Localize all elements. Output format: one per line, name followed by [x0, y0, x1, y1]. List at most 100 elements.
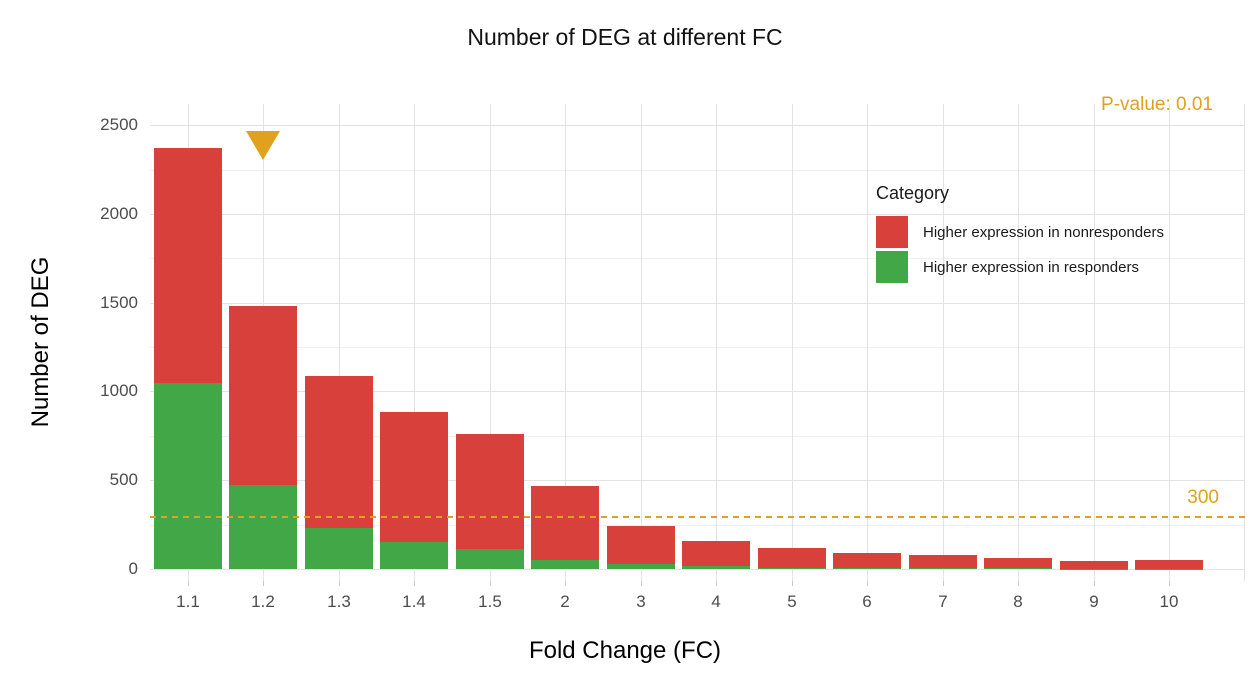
bar-segment-responders: [833, 567, 901, 569]
pvalue-annotation: P-value: 0.01: [1101, 94, 1213, 115]
legend: Category Higher expression in nonrespond…: [876, 183, 1164, 286]
gridline-minor-h: [150, 435, 1245, 437]
plot-panel: [150, 104, 1245, 581]
gridline-major-v: [338, 104, 340, 581]
x-tick-mark: [867, 581, 868, 586]
legend-swatch-red: [876, 216, 908, 248]
bar-segment-responders: [758, 567, 826, 569]
x-axis-title: Fold Change (FC): [528, 637, 722, 664]
bar-segment-responders: [229, 484, 297, 569]
bar-segment-nonresponders: [607, 526, 675, 565]
gridline-minor-h: [150, 347, 1245, 349]
y-tick-label: 500: [109, 470, 138, 490]
x-tick-label: 7: [938, 592, 948, 611]
x-tick-label: 6: [862, 592, 872, 611]
gridline-minor-h: [150, 169, 1245, 171]
y-axis-title: Number of DEG: [27, 256, 54, 428]
bar-segment-responders: [984, 568, 1052, 569]
legend-item-nonresponders: Higher expression in nonresponders: [876, 216, 1164, 248]
y-tick-label: 2000: [100, 204, 138, 224]
bar-segment-responders: [154, 382, 222, 569]
gridline-major-v: [716, 104, 718, 581]
x-tick-label: 9: [1089, 592, 1099, 611]
bar-segment-responders: [456, 548, 524, 569]
x-tick-label: 1.4: [402, 592, 426, 611]
bar-segment-nonresponders: [1135, 560, 1203, 569]
x-tick-mark: [490, 581, 491, 586]
x-tick-mark: [1169, 581, 1170, 586]
x-tick-mark: [1018, 581, 1019, 586]
bar-segment-nonresponders: [833, 552, 901, 568]
x-tick-label: 5: [787, 592, 797, 611]
gridline-major-v: [1018, 104, 1020, 581]
bar-segment-nonresponders: [154, 148, 222, 383]
gridline-major-h: [150, 125, 1245, 127]
gridline-major-v: [942, 104, 944, 581]
y-tick-label: 1000: [100, 381, 138, 401]
bar-segment-nonresponders: [682, 540, 750, 567]
pvalue-threshold-line: [150, 516, 1245, 518]
bar-segment-nonresponders: [758, 547, 826, 568]
gridline-major-h: [150, 568, 1245, 570]
bar-segment-nonresponders: [531, 486, 599, 561]
y-tick-label: 0: [128, 558, 138, 578]
x-tick-label: 1.1: [176, 592, 200, 611]
chart-title: Number of DEG at different FC: [467, 24, 783, 50]
x-tick-label: 1.3: [327, 592, 351, 611]
fc-marker-triangle-icon: [246, 131, 280, 160]
x-tick-mark: [339, 581, 340, 586]
x-tick-label: 8: [1013, 592, 1023, 611]
y-tick-label: 2500: [100, 115, 138, 135]
legend-swatch-green: [876, 251, 908, 283]
x-tick-mark: [565, 581, 566, 586]
x-tick-mark: [414, 581, 415, 586]
gridline-major-v: [791, 104, 793, 581]
bar-segment-nonresponders: [305, 376, 373, 529]
legend-label: Higher expression in nonresponders: [923, 223, 1164, 241]
gridline-major-v: [640, 104, 642, 581]
gridline-major-v: [414, 104, 416, 581]
x-tick-label: 1.5: [478, 592, 502, 611]
x-tick-label: 1.2: [251, 592, 275, 611]
gridline-major-v: [1093, 104, 1095, 581]
bar-segment-responders: [531, 560, 599, 569]
gridline-major-v: [1169, 104, 1171, 581]
threshold-line-label: 300: [1187, 487, 1219, 508]
x-tick-mark: [1094, 581, 1095, 586]
gridline-major-v: [867, 104, 869, 581]
gridline-major-h: [150, 480, 1245, 482]
bar-segment-responders: [305, 528, 373, 569]
x-tick-mark: [716, 581, 717, 586]
legend-label: Higher expression in responders: [923, 258, 1139, 276]
bar-segment-nonresponders: [909, 555, 977, 569]
x-tick-mark: [792, 581, 793, 586]
panel-right-edge-line: [1244, 104, 1245, 581]
bar-segment-nonresponders: [1060, 560, 1128, 569]
x-tick-mark: [263, 581, 264, 586]
bar-segment-responders: [607, 564, 675, 569]
x-tick-label: 3: [636, 592, 646, 611]
legend-item-responders: Higher expression in responders: [876, 251, 1164, 283]
x-tick-mark: [641, 581, 642, 586]
x-tick-label: 2: [560, 592, 570, 611]
bar-segment-responders: [909, 568, 977, 569]
x-tick-mark: [188, 581, 189, 586]
gridline-major-h: [150, 302, 1245, 304]
x-tick-mark: [943, 581, 944, 586]
legend-title: Category: [876, 183, 950, 203]
bar-segment-nonresponders: [984, 558, 1052, 569]
gridline-major-h: [150, 214, 1245, 216]
bar-segment-nonresponders: [229, 306, 297, 485]
bar-segment-responders: [380, 542, 448, 569]
gridline-minor-h: [150, 258, 1245, 260]
bar-segment-nonresponders: [456, 434, 524, 549]
x-tick-label: 4: [711, 592, 721, 611]
gridline-major-h: [150, 391, 1245, 393]
gridline-minor-h: [150, 524, 1245, 526]
gridline-major-v: [565, 104, 567, 581]
y-tick-label: 1500: [100, 292, 138, 312]
bar-segment-nonresponders: [380, 411, 448, 543]
bar-segment-responders: [682, 566, 750, 569]
x-tick-label: 10: [1159, 592, 1179, 611]
